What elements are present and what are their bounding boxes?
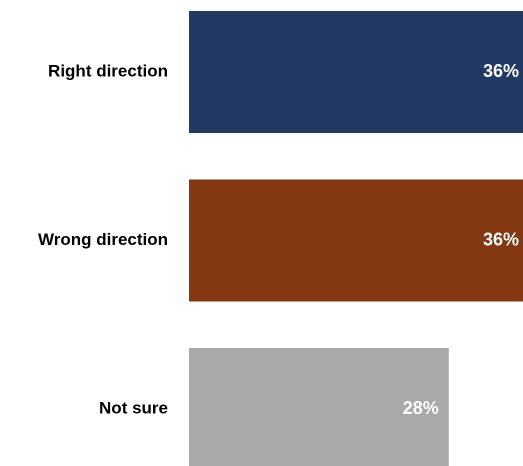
bar-wrong-direction	[189, 179, 523, 302]
bar-right-direction	[189, 11, 523, 133]
value-label: 36%	[483, 229, 519, 249]
bars-group: Right direction 36% Wrong direction 36% Not …	[38, 11, 523, 466]
category-label: Not sure	[99, 398, 168, 417]
category-label: Wrong direction	[38, 230, 168, 249]
value-label: 36%	[483, 61, 519, 81]
category-label: Right direction	[48, 61, 168, 80]
bar-not-sure	[189, 348, 449, 466]
value-label: 28%	[403, 398, 439, 418]
